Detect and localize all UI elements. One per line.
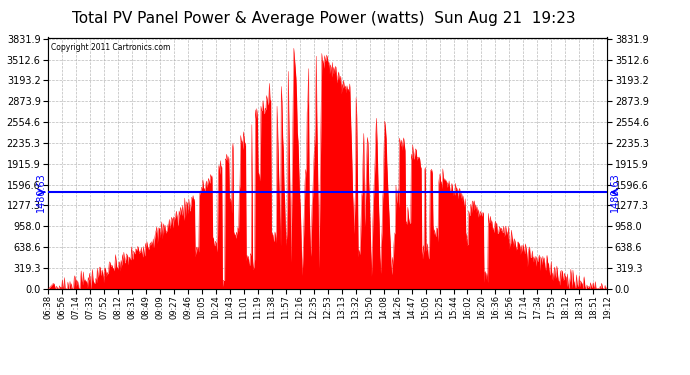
Text: 1480.63: 1480.63 xyxy=(35,172,46,212)
Text: 1480.63: 1480.63 xyxy=(610,172,620,212)
Text: Copyright 2011 Cartronics.com: Copyright 2011 Cartronics.com xyxy=(51,42,170,51)
Text: Total PV Panel Power & Average Power (watts)  Sun Aug 21  19:23: Total PV Panel Power & Average Power (wa… xyxy=(72,11,576,26)
